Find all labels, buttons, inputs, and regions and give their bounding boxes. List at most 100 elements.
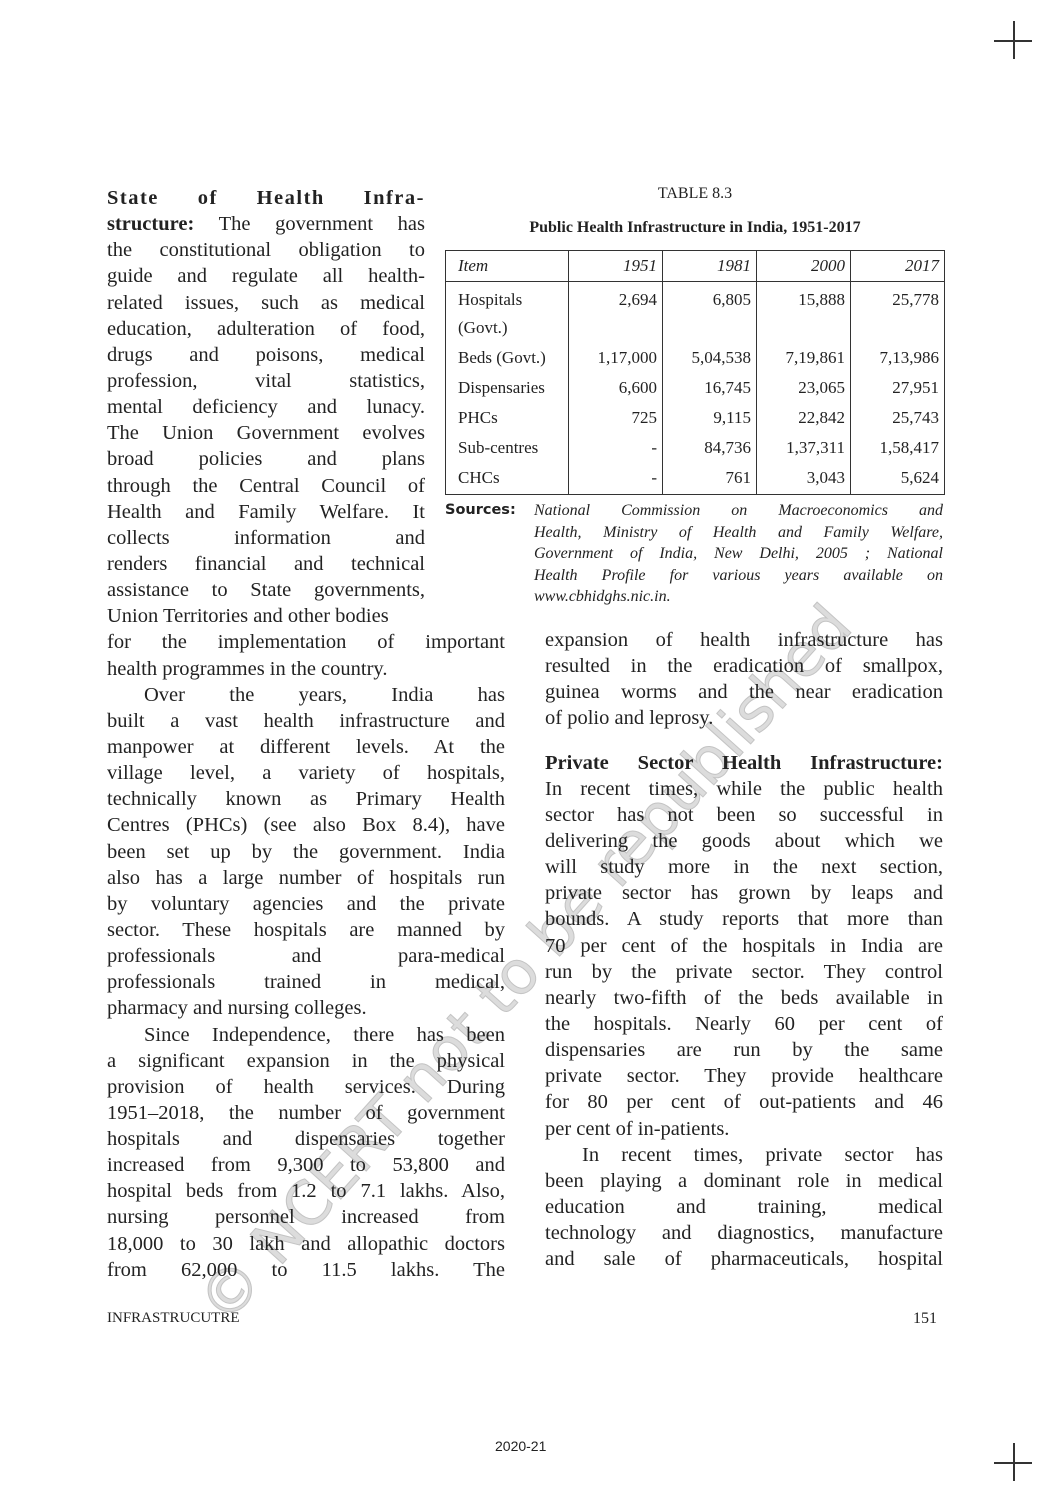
- text-line: technology and diagnostics, manufacture: [545, 1222, 943, 1245]
- cell-value: 5,624: [850, 464, 945, 495]
- text-line: Since Independence, there has been: [144, 1023, 505, 1046]
- cell-value: 25,743: [850, 404, 945, 434]
- table-row: PHCs 725 9,115 22,842 25,743: [445, 404, 945, 434]
- text-line: structure: The government has: [107, 211, 425, 237]
- table-row: Dispensaries 6,600 16,745 23,065 27,951: [445, 374, 945, 404]
- text-line: the hospitals. Nearly 60 per cent of: [545, 1012, 943, 1035]
- text-line: sector has not been so successful in: [545, 803, 943, 826]
- text-line: 18,000 to 30 lakh and allopathic doctors: [107, 1232, 505, 1255]
- text-line: been playing a dominant role in medical: [545, 1169, 943, 1192]
- footer-chapter: INFRASTRUCUTRE: [107, 1310, 240, 1326]
- sources-line: National Commission on Macroeconomics an…: [534, 502, 943, 519]
- text-line: Centres (PHCs) (see also Box 8.4), have: [107, 814, 505, 837]
- sources-text: National Commission on Macroeconomics an…: [534, 500, 943, 608]
- text-line: built a vast health infrastructure and: [107, 709, 505, 732]
- text-line: renders financial and technical: [107, 552, 425, 575]
- text-line: been set up by the government. India: [107, 840, 505, 863]
- page-number: 151: [913, 1310, 937, 1327]
- text-line: and sale of pharmaceuticals, hospital: [545, 1248, 943, 1271]
- cell-value: 9,115: [662, 404, 757, 434]
- paragraph: Over the years, India has built a vast he…: [107, 682, 505, 1022]
- text-line: sector. These hospitals are manned by: [107, 918, 505, 941]
- cell-value: 761: [662, 464, 757, 495]
- left-column: State of Health Infra-structure: The gov…: [107, 185, 505, 1283]
- column-header: 2000: [756, 250, 851, 282]
- cell-value: 6,805: [662, 281, 757, 344]
- cell-value: 7,19,861: [756, 344, 851, 374]
- cell-value: 23,065: [756, 374, 851, 404]
- text-line: resulted in the eradication of smallpox,: [545, 655, 943, 678]
- text-line: pharmacy and nursing colleges.: [107, 997, 367, 1020]
- text-line: Health and Family Welfare. It: [107, 500, 425, 523]
- text-line: the constitutional obligation to: [107, 239, 425, 262]
- table-row: Hospitals (Govt.) 2,694 6,805 15,888 25,778: [445, 281, 945, 344]
- table-row: CHCs -761 3,043 5,624: [445, 464, 945, 495]
- text-line: In recent times, while the public health: [545, 777, 943, 800]
- paragraph: In recent times, private sector has been …: [545, 1142, 943, 1273]
- cell-value: -: [568, 434, 663, 464]
- text-line: guide and regulate all health-: [107, 265, 425, 288]
- bold-lead: Private Sector Health Infrastructure:: [545, 751, 943, 774]
- text-line: a significant expansion in the physical: [107, 1049, 505, 1072]
- text-line: Private Sector Health Infrastructure:: [545, 750, 943, 776]
- sources-line: Health Profile for various years availab…: [534, 566, 943, 584]
- paragraph: Since Independence, there has been a sign…: [107, 1022, 505, 1283]
- text-line: dispensaries are run by the same: [545, 1039, 943, 1062]
- text-line: 1951–2018, the number of government: [107, 1101, 505, 1124]
- row-label: Sub-centres: [445, 434, 569, 464]
- text-line: nursing personnel increased from: [107, 1206, 505, 1229]
- column-header: 1981: [662, 250, 757, 282]
- text-line: 70 per cent of the hospitals in India ar…: [545, 934, 943, 957]
- cell-value: 1,37,311: [756, 434, 851, 464]
- text-line: education, adulteration of food,: [107, 317, 425, 340]
- paragraph: State of Health Infra-structure: The gov…: [107, 185, 505, 682]
- cell-value: 1,58,417: [850, 434, 945, 464]
- text-line: Over the years, India has: [144, 683, 505, 706]
- cell-value: 25,778: [850, 281, 945, 344]
- cell-value: 7,13,986: [850, 344, 945, 374]
- text-line: profession, vital statistics,: [107, 369, 425, 392]
- text-line: also has a large number of hospitals run: [107, 866, 505, 889]
- cell-value: 16,745: [662, 374, 757, 404]
- cell-value: 6,600: [568, 374, 663, 404]
- table-row: Sub-centres -84,736 1,37,311 1,58,417: [445, 434, 945, 464]
- text-line: Union Territories and other bodies: [107, 605, 389, 628]
- bold-lead: structure:: [107, 213, 195, 236]
- text-line: private sector. They provide healthcare: [545, 1065, 943, 1088]
- text-line: provision of health services. During: [107, 1075, 505, 1098]
- text-line: guinea worms and the near eradication: [545, 681, 943, 704]
- text-line: private sector has grown by leaps and: [545, 882, 943, 905]
- cell-value: 2,694: [568, 281, 663, 344]
- line-text: The government has: [194, 213, 425, 236]
- text-line: through the Central Council of: [107, 474, 425, 497]
- sources-label: Sources:: [445, 502, 516, 518]
- text-line: delivering the goods about which we: [545, 829, 943, 852]
- column-header: Item: [445, 250, 569, 282]
- paragraph: Private Sector Health Infrastructure: In …: [545, 750, 943, 1142]
- text-line: hospitals and dispensaries together: [107, 1128, 505, 1151]
- cell-value: 15,888: [756, 281, 851, 344]
- cell-value: 1,17,000: [568, 344, 663, 374]
- text-line: of polio and leprosy.: [545, 707, 714, 730]
- edition-year: 2020-21: [495, 1438, 547, 1454]
- text-line: nearly two-fifth of the beds available i…: [545, 986, 943, 1009]
- cell-value: 5,04,538: [662, 344, 757, 374]
- text-line: related issues, such as medical: [107, 291, 425, 314]
- text-line: run by the private sector. They control: [545, 960, 943, 983]
- text-line: increased from 9,300 to 53,800 and: [107, 1154, 505, 1177]
- table-header-row: Item 1951 1981 2000 2017: [445, 250, 945, 282]
- text-line: from 62,000 to 11.5 lakhs. The: [107, 1258, 505, 1281]
- sources-line: Health, Ministry of Health and Family We…: [534, 523, 943, 541]
- row-label: CHCs: [445, 464, 569, 495]
- sources-line: Government of India, New Delhi, 2005 ; N…: [534, 545, 943, 562]
- text-line: bounds. A study reports that more than: [545, 908, 943, 931]
- column-header: 2017: [850, 250, 945, 282]
- table-label: TABLE 8.3: [657, 185, 733, 202]
- table-title: Public Health Infrastructure in India, 1…: [529, 219, 861, 236]
- bold-lead: State of Health Infra-: [107, 187, 425, 209]
- paragraph: expansion of health infrastructure has re…: [545, 627, 943, 732]
- text-line: education and training, medical: [545, 1195, 943, 1218]
- text-line: hospital beds from 1.2 to 7.1 lakhs. Als…: [107, 1180, 505, 1203]
- text-line: health programmes in the country.: [107, 657, 388, 680]
- text-line: drugs and poisons, medical: [107, 343, 425, 366]
